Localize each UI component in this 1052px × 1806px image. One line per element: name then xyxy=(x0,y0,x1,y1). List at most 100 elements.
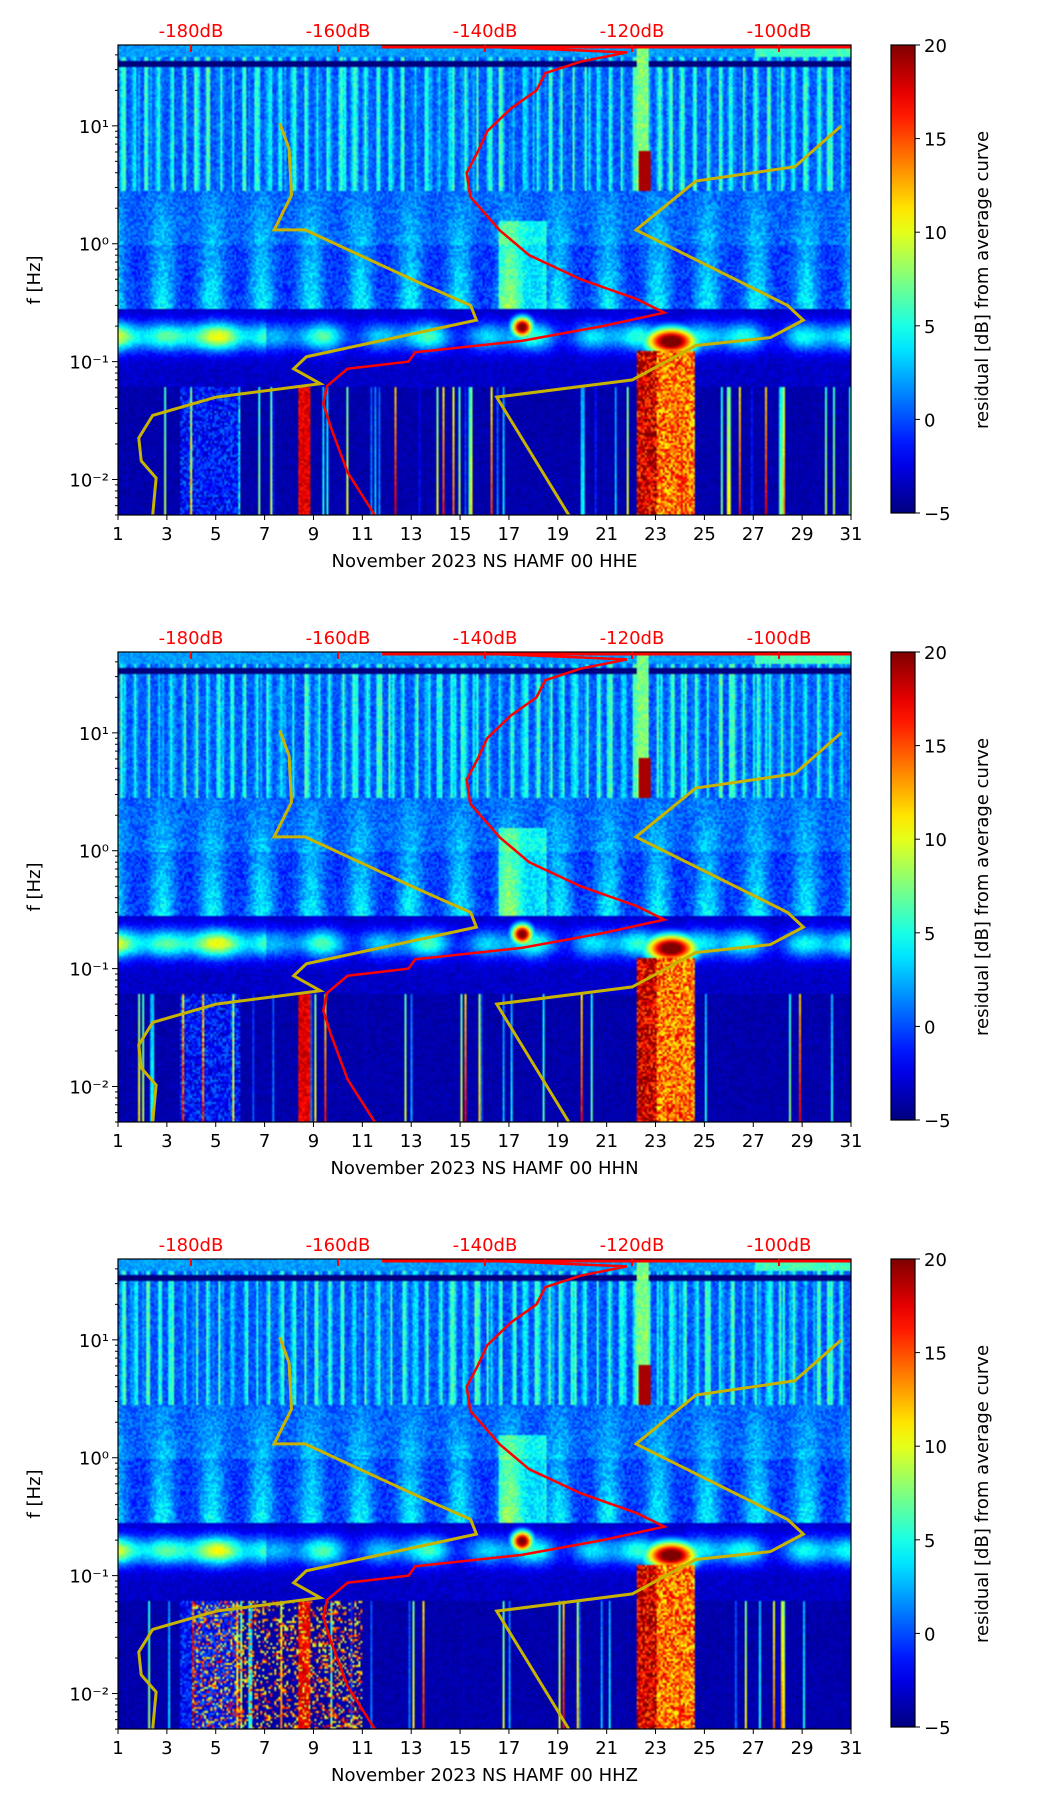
x-tick-label: 21 xyxy=(595,524,618,545)
x-tick-label: 21 xyxy=(595,1131,618,1152)
x-tick-label: 1 xyxy=(112,1738,123,1759)
x-tick-label: 13 xyxy=(400,1738,423,1759)
yellow-curve-right xyxy=(494,124,843,516)
colorbar-tick-label: 5 xyxy=(924,924,935,945)
colorbar-tick-label: 0 xyxy=(924,1017,935,1038)
db-tick-label: -160dB xyxy=(306,1235,371,1256)
yellow-curve-left xyxy=(137,122,479,516)
x-tick-label: 25 xyxy=(693,1131,716,1152)
x-tick-label: 23 xyxy=(644,1738,667,1759)
colorbar-tick-label: 20 xyxy=(924,36,947,57)
x-tick-label: 17 xyxy=(497,1131,520,1152)
x-tick-label: 17 xyxy=(497,524,520,545)
x-tick-label: 9 xyxy=(308,1131,319,1152)
y-axis-label: f [Hz] xyxy=(24,1469,45,1518)
x-tick-label: 17 xyxy=(497,1738,520,1759)
y-tick-label: 10⁰ xyxy=(79,1449,109,1470)
y-tick-label: 10⁰ xyxy=(79,842,109,863)
spectrogram-heatmap xyxy=(118,652,851,1122)
x-tick-label: 11 xyxy=(351,1131,374,1152)
colorbar-label: residual [dB] from average curve xyxy=(972,131,993,429)
db-tick-label: -180dB xyxy=(159,21,224,42)
x-tick-label: 23 xyxy=(644,1131,667,1152)
y-tick-label: 10¹ xyxy=(79,1331,109,1352)
x-tick-label: 25 xyxy=(693,1738,716,1759)
x-tick-label: 5 xyxy=(210,524,221,545)
colorbar xyxy=(890,44,916,514)
y-tick-label: 10⁻² xyxy=(69,1685,109,1706)
colorbar xyxy=(890,1258,916,1728)
x-tick-label: 9 xyxy=(308,1738,319,1759)
x-tick-label: 29 xyxy=(791,524,814,545)
db-tick-label: -180dB xyxy=(159,1235,224,1256)
colorbar xyxy=(890,651,916,1121)
x-tick-label: 21 xyxy=(595,1738,618,1759)
colorbar-tick-label: 15 xyxy=(924,737,947,758)
db-tick-label: -180dB xyxy=(159,628,224,649)
yellow-curve-right xyxy=(494,731,843,1123)
x-tick-label: 27 xyxy=(742,1131,765,1152)
yellow-curve-left xyxy=(137,729,479,1123)
db-tick-label: -100dB xyxy=(747,21,812,42)
x-tick-label: 5 xyxy=(210,1738,221,1759)
colorbar-label: residual [dB] from average curve xyxy=(972,1345,993,1643)
y-tick-label: 10⁻² xyxy=(69,471,109,492)
db-tick-label: -120dB xyxy=(600,628,665,649)
db-tick-label: -120dB xyxy=(600,1235,665,1256)
db-tick-label: -160dB xyxy=(306,628,371,649)
x-tick-label: 15 xyxy=(449,1131,472,1152)
colorbar-tick-label: 10 xyxy=(924,830,947,851)
db-tick-label: -140dB xyxy=(453,21,518,42)
x-tick-label: 7 xyxy=(259,1131,270,1152)
colorbar-tick-label: 5 xyxy=(924,1531,935,1552)
red-average-curve xyxy=(322,1259,669,1730)
red-average-curve xyxy=(322,652,669,1123)
x-tick-label: 5 xyxy=(210,1131,221,1152)
y-tick-label: 10¹ xyxy=(79,117,109,138)
colorbar-tick-label: −5 xyxy=(924,504,951,525)
x-tick-label: 27 xyxy=(742,1738,765,1759)
x-tick-label: 31 xyxy=(840,1131,863,1152)
x-tick-label: 19 xyxy=(546,1738,569,1759)
colorbar-tick-label: −5 xyxy=(924,1111,951,1132)
spectrogram-heatmap xyxy=(118,45,851,515)
x-tick-label: 29 xyxy=(791,1131,814,1152)
x-tick-label: 29 xyxy=(791,1738,814,1759)
colorbar-tick-label: 15 xyxy=(924,130,947,151)
colorbar-label: residual [dB] from average curve xyxy=(972,738,993,1036)
x-tick-label: 11 xyxy=(351,524,374,545)
db-tick-label: -100dB xyxy=(747,628,812,649)
y-tick-label: 10⁻¹ xyxy=(69,960,109,981)
x-tick-label: 3 xyxy=(161,1131,172,1152)
colorbar-tick-label: −5 xyxy=(924,1718,951,1739)
y-axis-label: f [Hz] xyxy=(24,862,45,911)
x-tick-label: 23 xyxy=(644,524,667,545)
y-axis-label: f [Hz] xyxy=(24,255,45,304)
y-tick-label: 10⁻¹ xyxy=(69,1567,109,1588)
x-tick-label: 9 xyxy=(308,524,319,545)
y-tick-label: 10⁻¹ xyxy=(69,353,109,374)
db-tick-label: -140dB xyxy=(453,628,518,649)
colorbar-tick-label: 0 xyxy=(924,1624,935,1645)
colorbar-tick-label: 20 xyxy=(924,1250,947,1271)
x-tick-label: 1 xyxy=(112,524,123,545)
x-tick-label: 31 xyxy=(840,524,863,545)
x-tick-label: 3 xyxy=(161,524,172,545)
x-tick-label: 15 xyxy=(449,1738,472,1759)
yellow-curve-left xyxy=(137,1336,479,1730)
x-tick-label: 15 xyxy=(449,524,472,545)
x-tick-label: 25 xyxy=(693,524,716,545)
x-axis-label: November 2023 NS HAMF 00 HHE xyxy=(331,551,637,572)
x-tick-label: 13 xyxy=(400,524,423,545)
x-tick-label: 3 xyxy=(161,1738,172,1759)
y-tick-label: 10⁰ xyxy=(79,235,109,256)
db-tick-label: -100dB xyxy=(747,1235,812,1256)
x-tick-label: 11 xyxy=(351,1738,374,1759)
x-tick-label: 1 xyxy=(112,1131,123,1152)
x-tick-label: 7 xyxy=(259,524,270,545)
colorbar-tick-label: 15 xyxy=(924,1344,947,1365)
db-tick-label: -140dB xyxy=(453,1235,518,1256)
